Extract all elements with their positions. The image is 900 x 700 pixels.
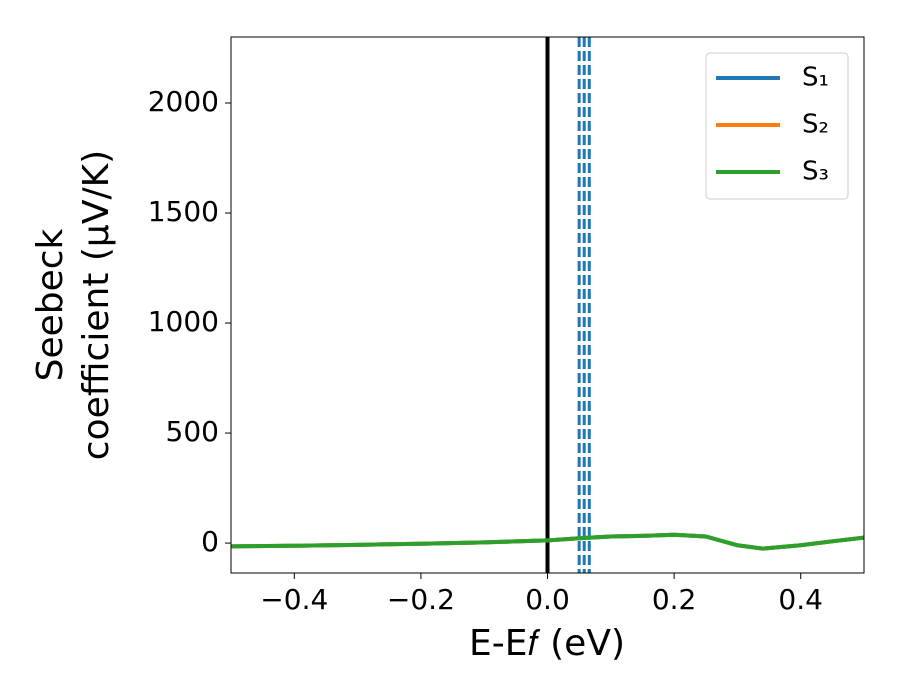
x-tick-label: 0.2	[652, 583, 697, 616]
series-line	[231, 532, 864, 551]
y-tick-label: 0	[201, 525, 219, 558]
x-tick-label: 0.4	[778, 583, 823, 616]
legend-label: S₃	[802, 157, 829, 187]
x-tick-label: 0.0	[525, 583, 570, 616]
plot-frame	[230, 36, 865, 574]
x-tick-label: −0.2	[387, 583, 455, 616]
y-axis-label: Seebeck	[30, 228, 71, 381]
y-tick-label: 2000	[148, 85, 219, 118]
legend-label: S₂	[802, 110, 829, 140]
y-tick-label: 1500	[148, 195, 219, 228]
legend-label: S₁	[802, 63, 829, 93]
y-axis-label: coefficient (μV/K)	[76, 150, 117, 460]
y-tick-label: 1000	[148, 305, 219, 338]
x-tick-label: −0.4	[260, 583, 328, 616]
y-tick-label: 500	[166, 415, 219, 448]
x-axis-label: E-E𝑓 (eV)	[469, 623, 625, 664]
